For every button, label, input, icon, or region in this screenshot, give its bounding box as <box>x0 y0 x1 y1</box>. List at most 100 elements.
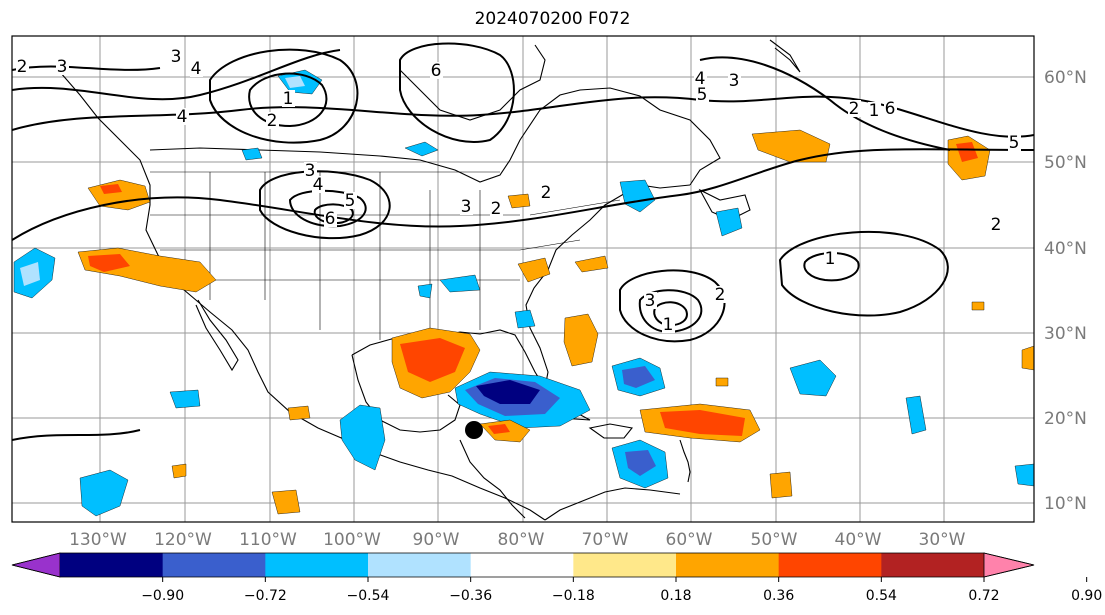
contour-label: 5 <box>1009 133 1020 153</box>
contour-label: 6 <box>885 99 896 119</box>
contour-label: 3 <box>305 161 316 181</box>
colorbar-swatch <box>368 553 472 577</box>
contour-label-bg <box>266 112 279 129</box>
longitude-label: 60°W <box>666 530 713 550</box>
contour-label: 2 <box>849 99 860 119</box>
contour-label: 2 <box>491 199 502 219</box>
latitude-label: 30°N <box>1044 324 1087 344</box>
longitude-label: 40°W <box>835 530 882 550</box>
colorbar-swatch <box>162 553 266 577</box>
contour-label-bg <box>344 192 357 209</box>
colorbar-tick-label: 0.18 <box>660 588 691 604</box>
contour-label-bg <box>190 60 203 77</box>
contour-label: 4 <box>313 175 324 195</box>
contour-label: 4 <box>695 69 706 89</box>
colorbar-swatch <box>470 553 574 577</box>
longitude-label: 120°W <box>154 530 212 550</box>
contour-label: 1 <box>283 89 294 109</box>
longitude-label: 130°W <box>69 530 127 550</box>
latitude-label: 10°N <box>1044 494 1087 514</box>
contour-label-bg <box>430 62 443 79</box>
colorbar-tick-label: −0.54 <box>347 588 390 604</box>
contour-label: 3 <box>57 57 68 77</box>
contour-label: 6 <box>325 209 336 229</box>
contour-label-bg <box>176 108 189 125</box>
colorbar-tick-label: 0.54 <box>866 588 897 604</box>
contour-label-bg <box>312 176 325 193</box>
contour-label-bg <box>16 58 29 75</box>
contour-label: 5 <box>345 191 356 211</box>
longitude-label: 70°W <box>582 530 629 550</box>
contour-label: 3 <box>461 197 472 217</box>
colorbar-tick-label: 0.72 <box>968 588 999 604</box>
latitude-label: 20°N <box>1044 409 1087 429</box>
longitude-label: 100°W <box>323 530 381 550</box>
longitude-label: 80°W <box>498 530 545 550</box>
colorbar-tick-label: −0.36 <box>449 588 492 604</box>
colorbar-tick-label: −0.18 <box>552 588 595 604</box>
colorbar-swatch <box>778 553 882 577</box>
colorbar-extend-high <box>983 552 1035 578</box>
colorbar-swatch <box>881 553 985 577</box>
longitude-label: 90°W <box>413 530 460 550</box>
contour-label: 3 <box>171 47 182 67</box>
contour-label-bg <box>868 102 881 119</box>
colorbar-tick-label: 0.90 <box>1071 588 1102 604</box>
contour-label-bg <box>696 86 709 103</box>
colorbar-outline <box>11 552 1035 578</box>
latitude-labels: 60°N 50°N 40°N 30°N 20°N 10°N <box>1044 68 1087 514</box>
colorbar-tick-label: −0.90 <box>141 588 184 604</box>
contour-label: 3 <box>645 291 656 311</box>
colorbar-extend-low <box>11 552 61 578</box>
colorbar-swatch <box>60 553 164 577</box>
colorbar-swatch <box>676 553 780 577</box>
contour-label-bg <box>848 100 861 117</box>
storm-center-marker <box>465 421 483 439</box>
anomaly-fills <box>13 69 1034 517</box>
contour-label: 1 <box>869 101 880 121</box>
colorbar-tick-label: 0.36 <box>763 588 794 604</box>
contour-label: 4 <box>191 59 202 79</box>
colorbar-swatch <box>265 553 369 577</box>
contour-label-bg <box>170 48 183 65</box>
longitude-label: 50°W <box>751 530 798 550</box>
contour-label-bg <box>990 216 1003 233</box>
contour-label-bg <box>644 292 657 309</box>
contour-label-bg <box>1008 134 1021 151</box>
contour-label-bg <box>884 100 897 117</box>
latitude-label: 60°N <box>1044 68 1087 88</box>
contour-label-bg <box>662 316 675 333</box>
contour-label-bg <box>694 70 707 87</box>
contour-label: 3 <box>729 71 740 91</box>
longitude-label: 30°W <box>919 530 966 550</box>
contour-label: 1 <box>663 315 674 335</box>
contour-label: 2 <box>541 183 552 203</box>
contour-label-bg <box>490 200 503 217</box>
contour-label-bg <box>282 90 295 107</box>
contour-label: 2 <box>715 285 726 305</box>
map-frame <box>11 35 1035 523</box>
longitude-label: 110°W <box>239 530 297 550</box>
contour-label-bg <box>56 58 69 75</box>
contour-label: 2 <box>17 57 28 77</box>
contour-label: 2 <box>267 111 278 131</box>
colorbar-tick-label: −0.72 <box>244 588 287 604</box>
contour-label: 4 <box>177 107 188 127</box>
contour-label: 2 <box>991 215 1002 235</box>
latitude-label: 50°N <box>1044 153 1087 173</box>
colorbar-swatch <box>573 553 677 577</box>
latitude-label: 40°N <box>1044 239 1087 259</box>
contour-label: 5 <box>697 85 708 105</box>
longitude-labels: 130°W 120°W 110°W 100°W 90°W 80°W 70°W 60°W 50°W… <box>69 530 966 550</box>
contour-label-bg <box>460 198 473 215</box>
contour-label-bg <box>304 162 317 179</box>
colorbar: −0.90 −0.72 −0.54 −0.36 −0.18 0.18 0.36 0.54 0.7… <box>11 552 1102 604</box>
contour-label-bg <box>540 184 553 201</box>
contour-label-bg <box>324 210 337 227</box>
contour-label-bg <box>824 250 837 267</box>
map-title: 2024070200 F072 <box>474 9 631 29</box>
contour-label-bg <box>714 286 727 303</box>
contour-label: 1 <box>825 249 836 269</box>
